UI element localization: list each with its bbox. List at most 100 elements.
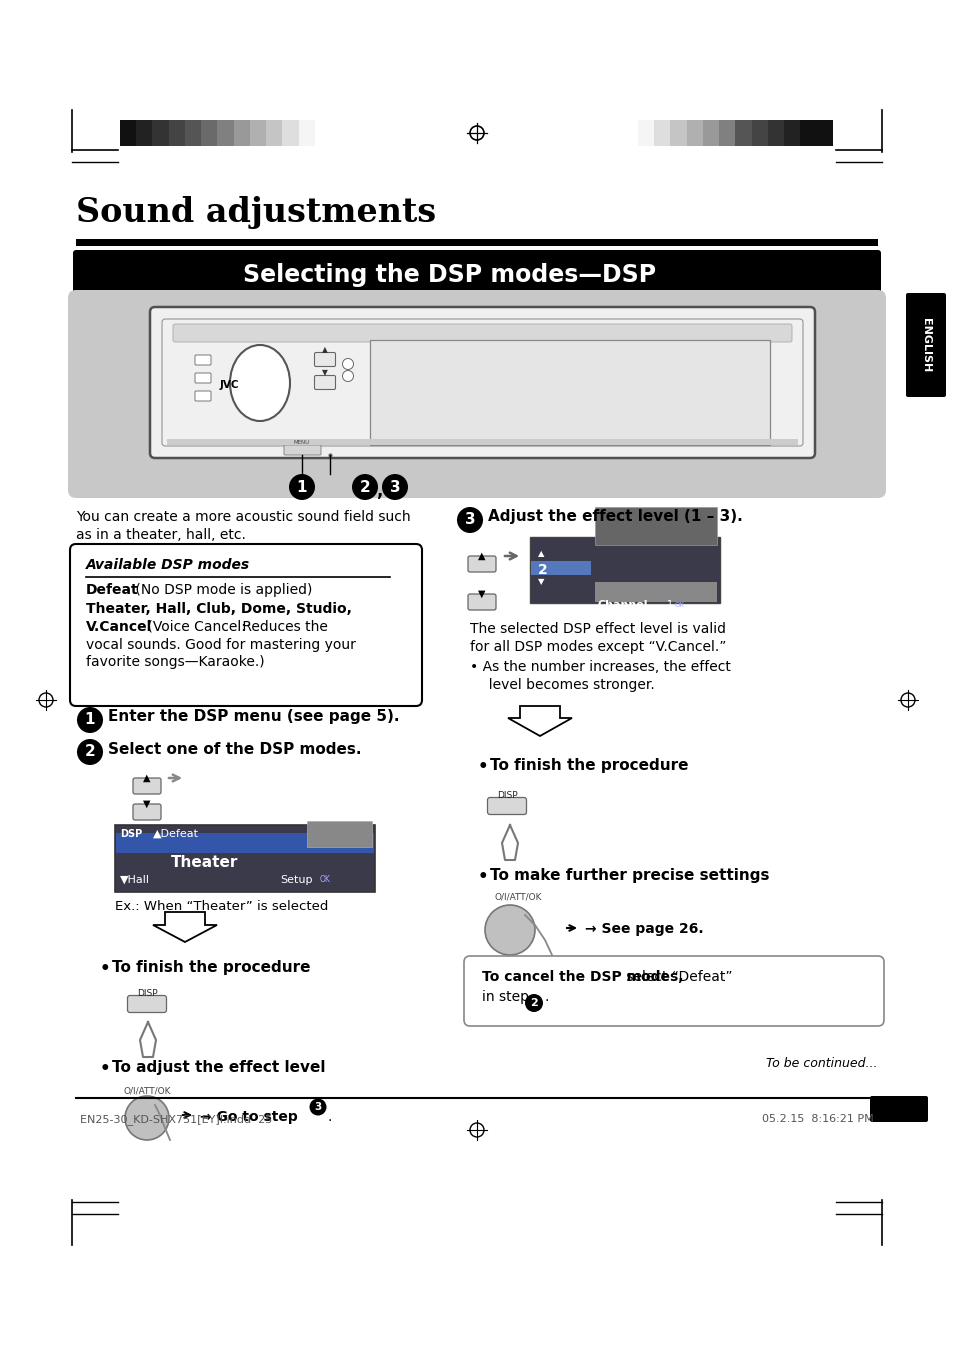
Text: 3: 3 bbox=[389, 480, 400, 494]
Text: DSP: DSP bbox=[120, 830, 142, 839]
Bar bbox=[595, 582, 717, 603]
Bar bbox=[233, 120, 250, 146]
Text: ▼: ▼ bbox=[477, 589, 485, 598]
FancyBboxPatch shape bbox=[314, 353, 335, 366]
Text: 2: 2 bbox=[359, 480, 370, 494]
Text: 05.2.15  8:16:21 PM: 05.2.15 8:16:21 PM bbox=[761, 1115, 873, 1124]
Text: To be continued...: To be continued... bbox=[765, 1056, 877, 1070]
Text: Adjust the effect level (1 – 3).: Adjust the effect level (1 – 3). bbox=[488, 509, 742, 524]
Circle shape bbox=[524, 994, 542, 1012]
Bar bbox=[185, 120, 201, 146]
Text: ,: , bbox=[375, 482, 382, 500]
Text: O/I/ATT/OK: O/I/ATT/OK bbox=[123, 1086, 171, 1096]
Text: in step: in step bbox=[481, 990, 533, 1004]
Bar bbox=[638, 120, 654, 146]
Bar bbox=[783, 120, 800, 146]
FancyBboxPatch shape bbox=[128, 996, 167, 1012]
Text: JVC: JVC bbox=[220, 380, 239, 390]
Bar bbox=[136, 120, 152, 146]
FancyBboxPatch shape bbox=[70, 544, 421, 707]
Text: level becomes stronger.: level becomes stronger. bbox=[479, 678, 654, 692]
Text: ENGLISH: ENGLISH bbox=[920, 317, 930, 372]
Text: To finish the procedure: To finish the procedure bbox=[490, 758, 688, 773]
Bar bbox=[250, 120, 266, 146]
Text: favorite songs—Karaoke.): favorite songs—Karaoke.) bbox=[86, 655, 264, 669]
Text: Setup: Setup bbox=[280, 875, 313, 885]
Text: select “Defeat”: select “Defeat” bbox=[621, 970, 732, 984]
Text: ▼: ▼ bbox=[143, 798, 151, 809]
Text: Enter the DSP menu (see page 5).: Enter the DSP menu (see page 5). bbox=[108, 709, 399, 724]
Bar bbox=[201, 120, 217, 146]
Text: EN25-30_KD-SHX751[EY]I.indd  25: EN25-30_KD-SHX751[EY]I.indd 25 bbox=[80, 1115, 272, 1125]
Text: To adjust the effect level: To adjust the effect level bbox=[112, 1061, 325, 1075]
Bar bbox=[816, 120, 832, 146]
Circle shape bbox=[456, 507, 482, 534]
Polygon shape bbox=[507, 707, 572, 736]
FancyBboxPatch shape bbox=[468, 557, 496, 571]
Bar bbox=[152, 120, 169, 146]
Circle shape bbox=[342, 358, 354, 370]
Bar bbox=[670, 120, 686, 146]
Bar bbox=[800, 120, 816, 146]
Text: 2: 2 bbox=[85, 744, 95, 759]
FancyBboxPatch shape bbox=[869, 1096, 927, 1121]
FancyBboxPatch shape bbox=[194, 355, 211, 365]
Text: The selected DSP effect level is valid: The selected DSP effect level is valid bbox=[470, 621, 725, 636]
Text: for all DSP modes except “V.Cancel.”: for all DSP modes except “V.Cancel.” bbox=[470, 640, 725, 654]
Text: DISP: DISP bbox=[497, 792, 517, 801]
Text: •: • bbox=[477, 758, 494, 775]
Text: To finish the procedure: To finish the procedure bbox=[112, 961, 310, 975]
Text: vocal sounds. Good for mastering your: vocal sounds. Good for mastering your bbox=[86, 638, 355, 653]
Bar bbox=[735, 120, 751, 146]
Circle shape bbox=[77, 739, 103, 765]
Circle shape bbox=[289, 474, 314, 500]
Circle shape bbox=[125, 1096, 169, 1140]
Circle shape bbox=[484, 905, 535, 955]
Bar bbox=[115, 825, 375, 892]
FancyBboxPatch shape bbox=[463, 957, 883, 1025]
FancyBboxPatch shape bbox=[132, 778, 161, 794]
Bar bbox=[116, 834, 374, 852]
Bar bbox=[167, 439, 797, 444]
Bar bbox=[76, 239, 877, 246]
Text: 25: 25 bbox=[885, 1078, 910, 1096]
Bar bbox=[531, 561, 590, 576]
Bar bbox=[654, 120, 670, 146]
Text: •: • bbox=[477, 867, 494, 886]
Bar bbox=[217, 120, 233, 146]
Bar bbox=[307, 821, 372, 847]
Circle shape bbox=[352, 474, 377, 500]
Ellipse shape bbox=[230, 345, 290, 422]
Bar bbox=[719, 120, 735, 146]
Bar bbox=[702, 120, 719, 146]
Polygon shape bbox=[152, 912, 216, 942]
Bar bbox=[120, 120, 136, 146]
FancyBboxPatch shape bbox=[194, 373, 211, 382]
Text: OK: OK bbox=[675, 603, 684, 608]
Text: •: • bbox=[100, 961, 116, 978]
Bar bbox=[767, 120, 783, 146]
FancyBboxPatch shape bbox=[905, 293, 945, 397]
Circle shape bbox=[381, 474, 408, 500]
Text: ▼Hall: ▼Hall bbox=[120, 875, 150, 885]
Text: Available DSP modes: Available DSP modes bbox=[86, 558, 250, 571]
Text: Selecting the DSP modes—DSP: Selecting the DSP modes—DSP bbox=[243, 263, 656, 286]
Text: ▲: ▲ bbox=[143, 773, 151, 784]
Text: You can create a more acoustic sound field such: You can create a more acoustic sound fie… bbox=[76, 509, 410, 524]
Text: ▲: ▲ bbox=[477, 551, 485, 561]
Bar bbox=[169, 120, 185, 146]
Text: ▲: ▲ bbox=[322, 346, 328, 354]
Text: Defeat: Defeat bbox=[86, 584, 138, 597]
Text: as in a theater, hall, etc.: as in a theater, hall, etc. bbox=[76, 528, 246, 542]
Bar bbox=[686, 120, 702, 146]
Text: 2: 2 bbox=[537, 563, 547, 577]
Text: Theater: Theater bbox=[172, 855, 238, 870]
Bar bbox=[370, 340, 769, 444]
Text: .: . bbox=[544, 990, 549, 1004]
FancyBboxPatch shape bbox=[172, 324, 791, 342]
Text: Reduces the: Reduces the bbox=[237, 620, 328, 634]
Bar bbox=[298, 120, 314, 146]
Text: To make further precise settings: To make further precise settings bbox=[490, 867, 769, 884]
Bar bbox=[595, 507, 717, 544]
Text: Ex.: When “Theater” is selected: Ex.: When “Theater” is selected bbox=[115, 900, 328, 913]
